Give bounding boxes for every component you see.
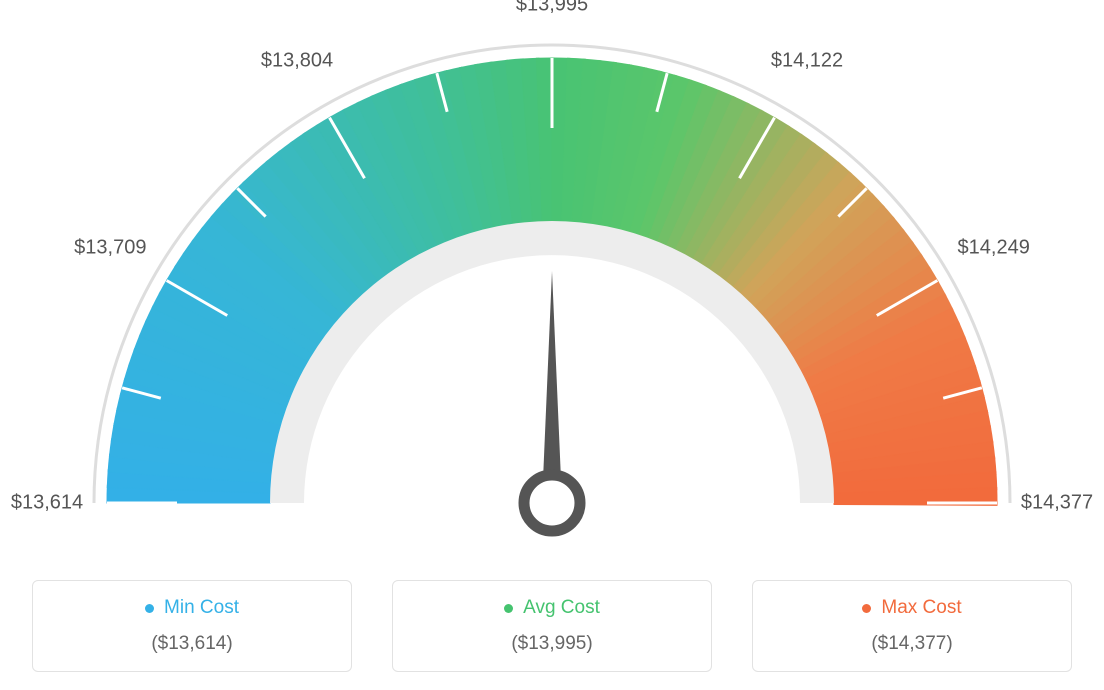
legend-dot-min bbox=[145, 604, 154, 613]
gauge-tick-label: $13,995 bbox=[516, 0, 588, 17]
gauge-needle bbox=[542, 271, 562, 503]
legend-card-max: Max Cost ($14,377) bbox=[752, 580, 1072, 672]
gauge-svg bbox=[0, 0, 1104, 560]
gauge-tick-label: $14,249 bbox=[958, 237, 1030, 260]
legend-title-avg: Avg Cost bbox=[504, 597, 600, 619]
legend-card-min: Min Cost ($13,614) bbox=[32, 580, 352, 672]
legend-card-avg: Avg Cost ($13,995) bbox=[392, 580, 712, 672]
legend-value-min: ($13,614) bbox=[33, 633, 351, 655]
legend-dot-avg bbox=[504, 604, 513, 613]
legend-label-min: Min Cost bbox=[164, 597, 239, 619]
legend-title-min: Min Cost bbox=[145, 597, 239, 619]
legend-value-avg: ($13,995) bbox=[393, 633, 711, 655]
gauge-tick-label: $13,709 bbox=[74, 237, 146, 260]
chart-container: $13,614 $13,709 $13,804 $13,995 $14,122 $14,2… bbox=[0, 0, 1104, 690]
legend-label-avg: Avg Cost bbox=[523, 597, 600, 619]
legend-title-max: Max Cost bbox=[862, 597, 961, 619]
gauge-tick-label: $14,377 bbox=[1021, 492, 1093, 515]
legend-dot-max bbox=[862, 604, 871, 613]
gauge-tick-label: $13,804 bbox=[261, 50, 333, 73]
gauge-area: $13,614 $13,709 $13,804 $13,995 $14,122 $14,2… bbox=[0, 0, 1104, 560]
gauge-tick-label: $13,614 bbox=[11, 492, 83, 515]
legend-label-max: Max Cost bbox=[881, 597, 961, 619]
legend-row: Min Cost ($13,614) Avg Cost ($13,995) Ma… bbox=[0, 580, 1104, 672]
gauge-hub bbox=[524, 475, 580, 531]
gauge-tick-label: $14,122 bbox=[771, 50, 843, 73]
legend-value-max: ($14,377) bbox=[753, 633, 1071, 655]
